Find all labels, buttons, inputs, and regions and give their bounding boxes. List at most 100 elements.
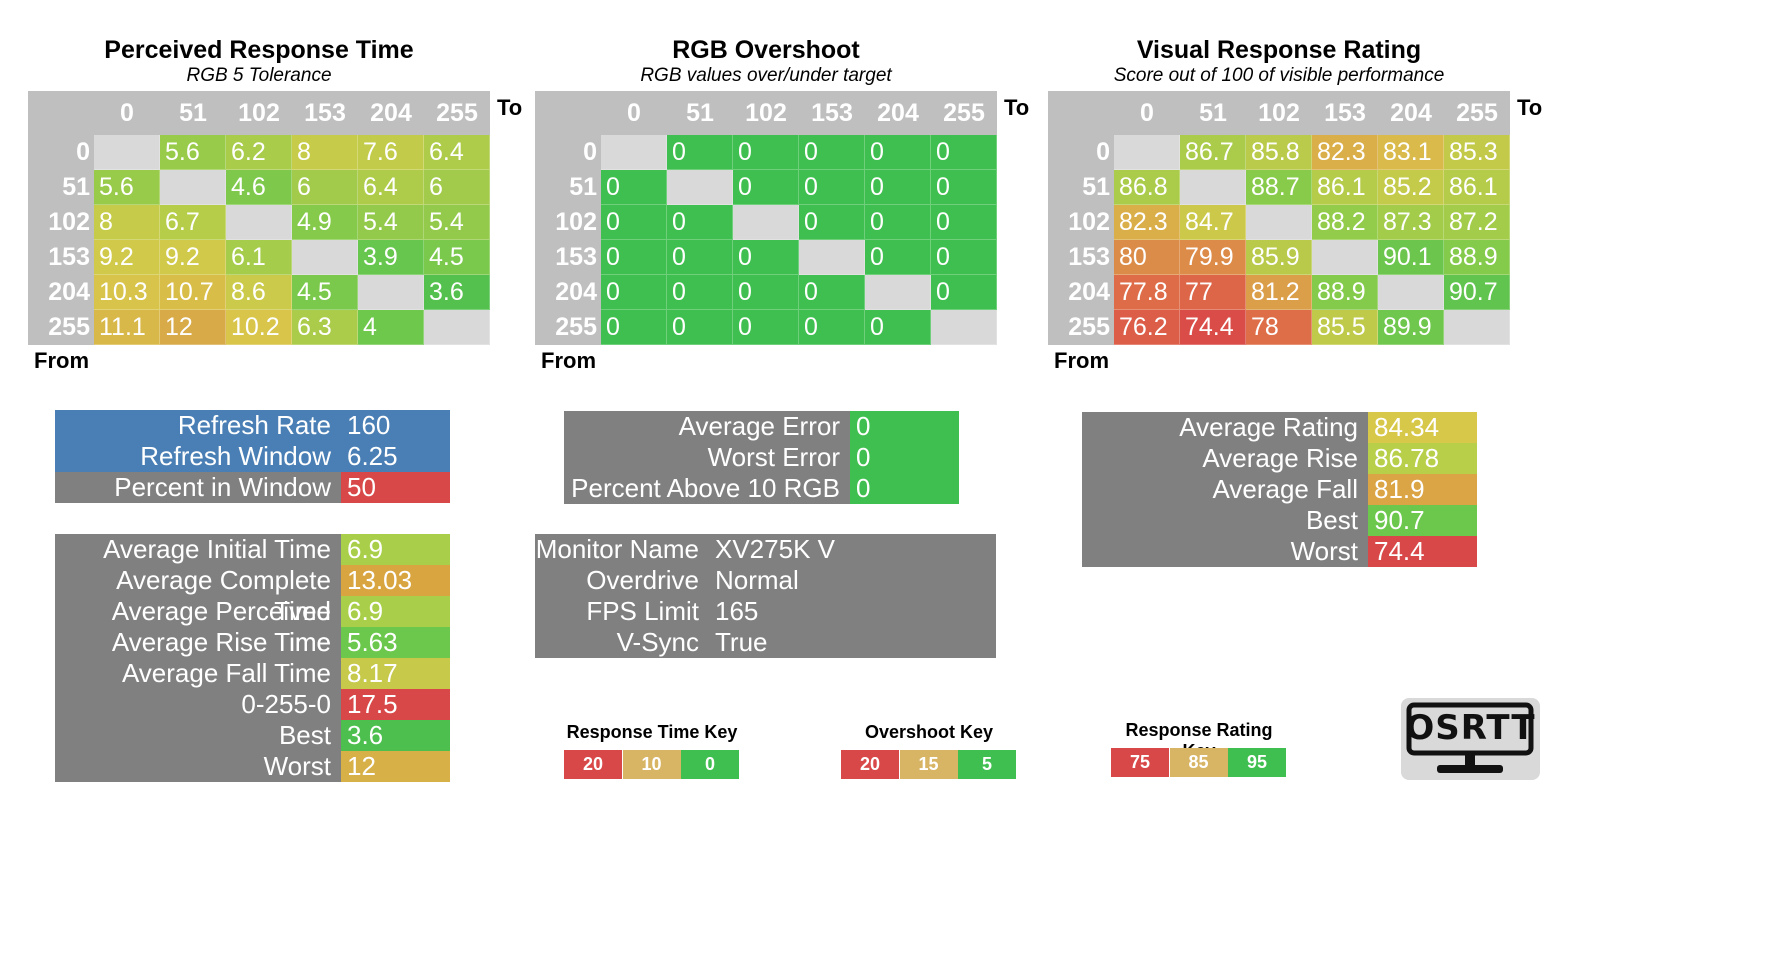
monitor-panel-row: Overdrive Normal bbox=[535, 565, 996, 596]
time-panel-row: Average Perceived Time 6.9 bbox=[55, 596, 450, 657]
column-header: 204 bbox=[358, 91, 424, 135]
refresh-panel-label: Percent in Window bbox=[55, 472, 341, 503]
heatmap-cell: 4.5 bbox=[292, 275, 358, 310]
rating-panel-label: Average Fall bbox=[1212, 474, 1359, 504]
row-header: 255 bbox=[1048, 310, 1114, 345]
heatmap-corner bbox=[1048, 91, 1114, 135]
heatmap-cell: 7.6 bbox=[358, 135, 424, 170]
time-panel-label: 0-255-0 bbox=[241, 689, 331, 719]
rating-panel-value: 81.9 bbox=[1368, 474, 1477, 505]
heatmap-title: Perceived Response Time bbox=[104, 36, 414, 64]
error-panel-label: Percent Above 10 RGB bbox=[571, 473, 840, 503]
time-panel-row: Average Fall Time 8.17 bbox=[55, 658, 450, 689]
monitor-panel-value: XV275K V bbox=[715, 534, 835, 564]
column-header: 51 bbox=[1180, 91, 1246, 135]
heatmap-cell: 85.3 bbox=[1444, 135, 1510, 170]
row-header: 153 bbox=[535, 240, 601, 275]
diagonal-cell bbox=[1378, 275, 1444, 310]
heatmap-title: RGB Overshoot bbox=[672, 36, 860, 64]
key-swatch: 0 bbox=[681, 750, 739, 779]
diagonal-cell bbox=[1444, 310, 1510, 345]
diagonal-cell bbox=[601, 135, 667, 170]
key-swatch: 75 bbox=[1111, 748, 1169, 777]
heatmap-cell: 0 bbox=[601, 205, 667, 240]
row-header: 102 bbox=[1048, 205, 1114, 240]
heatmap-cell: 88.7 bbox=[1246, 170, 1312, 205]
error-panel-value: 0 bbox=[850, 473, 959, 504]
diagonal-cell bbox=[1312, 240, 1378, 275]
time-panel-label: Best bbox=[278, 720, 331, 750]
diagonal-cell bbox=[94, 135, 160, 170]
error-panel-row: Average Error 0 bbox=[564, 411, 959, 442]
key-title: Overshoot Key bbox=[864, 722, 994, 742]
refresh-panel-row: Refresh Rate 160 bbox=[55, 410, 450, 441]
heatmap-cell: 79.9 bbox=[1180, 240, 1246, 275]
row-header: 0 bbox=[535, 135, 601, 170]
heatmap-cell: 90.1 bbox=[1378, 240, 1444, 275]
row-header: 204 bbox=[535, 275, 601, 310]
column-header: 153 bbox=[799, 91, 865, 135]
from-label: From bbox=[34, 348, 89, 373]
monitor-panel-label: Overdrive bbox=[586, 565, 699, 595]
refresh-panel-label: Refresh Rate bbox=[55, 410, 341, 441]
heatmap-cell: 3.6 bbox=[424, 275, 490, 310]
key-swatch: 15 bbox=[899, 750, 958, 779]
monitor-panel-value: 165 bbox=[715, 596, 759, 626]
heatmap-cell: 83.1 bbox=[1378, 135, 1444, 170]
time-panel-value: 6.9 bbox=[341, 534, 450, 565]
heatmap-subtitle: RGB values over/under target bbox=[640, 65, 892, 86]
error-panel-value: 0 bbox=[850, 411, 959, 442]
column-header: 102 bbox=[1246, 91, 1312, 135]
key-swatch: 20 bbox=[841, 750, 899, 779]
heatmap-cell: 6.4 bbox=[358, 170, 424, 205]
heatmap-cell: 84.7 bbox=[1180, 205, 1246, 240]
time-panel-row: Average Initial Time 6.9 bbox=[55, 534, 450, 565]
heatmap-cell: 0 bbox=[667, 205, 733, 240]
column-header: 0 bbox=[601, 91, 667, 135]
monitor-panel-label: Monitor Name bbox=[535, 534, 699, 564]
from-label: From bbox=[541, 348, 596, 373]
column-header: 255 bbox=[931, 91, 997, 135]
heatmap-cell: 86.1 bbox=[1444, 170, 1510, 205]
heatmap-cell: 0 bbox=[931, 240, 997, 275]
heatmap-cell: 5.6 bbox=[160, 135, 226, 170]
heatmap-cell: 0 bbox=[865, 205, 931, 240]
heatmap-cell: 89.9 bbox=[1378, 310, 1444, 345]
refresh-panel-value: 50 bbox=[341, 472, 450, 503]
rating-panel-row: Average Fall 81.9 bbox=[1082, 474, 1477, 505]
refresh-panel-value: 6.25 bbox=[341, 441, 450, 472]
heatmap-cell: 0 bbox=[733, 240, 799, 275]
heatmap-cell: 76.2 bbox=[1114, 310, 1180, 345]
key-swatch: 10 bbox=[622, 750, 681, 779]
row-header: 204 bbox=[28, 275, 94, 310]
key-swatch: 85 bbox=[1169, 748, 1228, 777]
heatmap-cell: 6 bbox=[424, 170, 490, 205]
heatmap-cell: 80 bbox=[1114, 240, 1180, 275]
rating-panel-value: 90.7 bbox=[1368, 505, 1477, 536]
heatmap-cell: 0 bbox=[601, 170, 667, 205]
column-header: 204 bbox=[865, 91, 931, 135]
column-header: 0 bbox=[1114, 91, 1180, 135]
monitor-panel-row: V-Sync True bbox=[535, 627, 996, 658]
heatmap-cell: 6.4 bbox=[424, 135, 490, 170]
heatmap-cell: 82.3 bbox=[1114, 205, 1180, 240]
rating-panel-row: Average Rise 86.78 bbox=[1082, 443, 1477, 474]
diagonal-cell bbox=[424, 310, 490, 345]
heatmap-cell: 88.9 bbox=[1312, 275, 1378, 310]
heatmap-cell: 0 bbox=[667, 310, 733, 345]
diagonal-cell bbox=[226, 205, 292, 240]
diagonal-cell bbox=[1180, 170, 1246, 205]
rating-panel-row: Average Rating 84.34 bbox=[1082, 412, 1477, 443]
column-header: 153 bbox=[292, 91, 358, 135]
diagonal-cell bbox=[865, 275, 931, 310]
key-swatch: 5 bbox=[958, 750, 1016, 779]
heatmap-cell: 88.2 bbox=[1312, 205, 1378, 240]
row-header: 255 bbox=[28, 310, 94, 345]
to-label: To bbox=[1517, 95, 1543, 120]
time-panel-row: Worst 12 bbox=[55, 751, 450, 782]
heatmap-cell: 5.4 bbox=[424, 205, 490, 240]
heatmap-title: Visual Response Rating bbox=[1136, 36, 1422, 64]
time-panel-value: 8.17 bbox=[341, 658, 450, 689]
row-header: 204 bbox=[1048, 275, 1114, 310]
heatmap-cell: 0 bbox=[931, 275, 997, 310]
